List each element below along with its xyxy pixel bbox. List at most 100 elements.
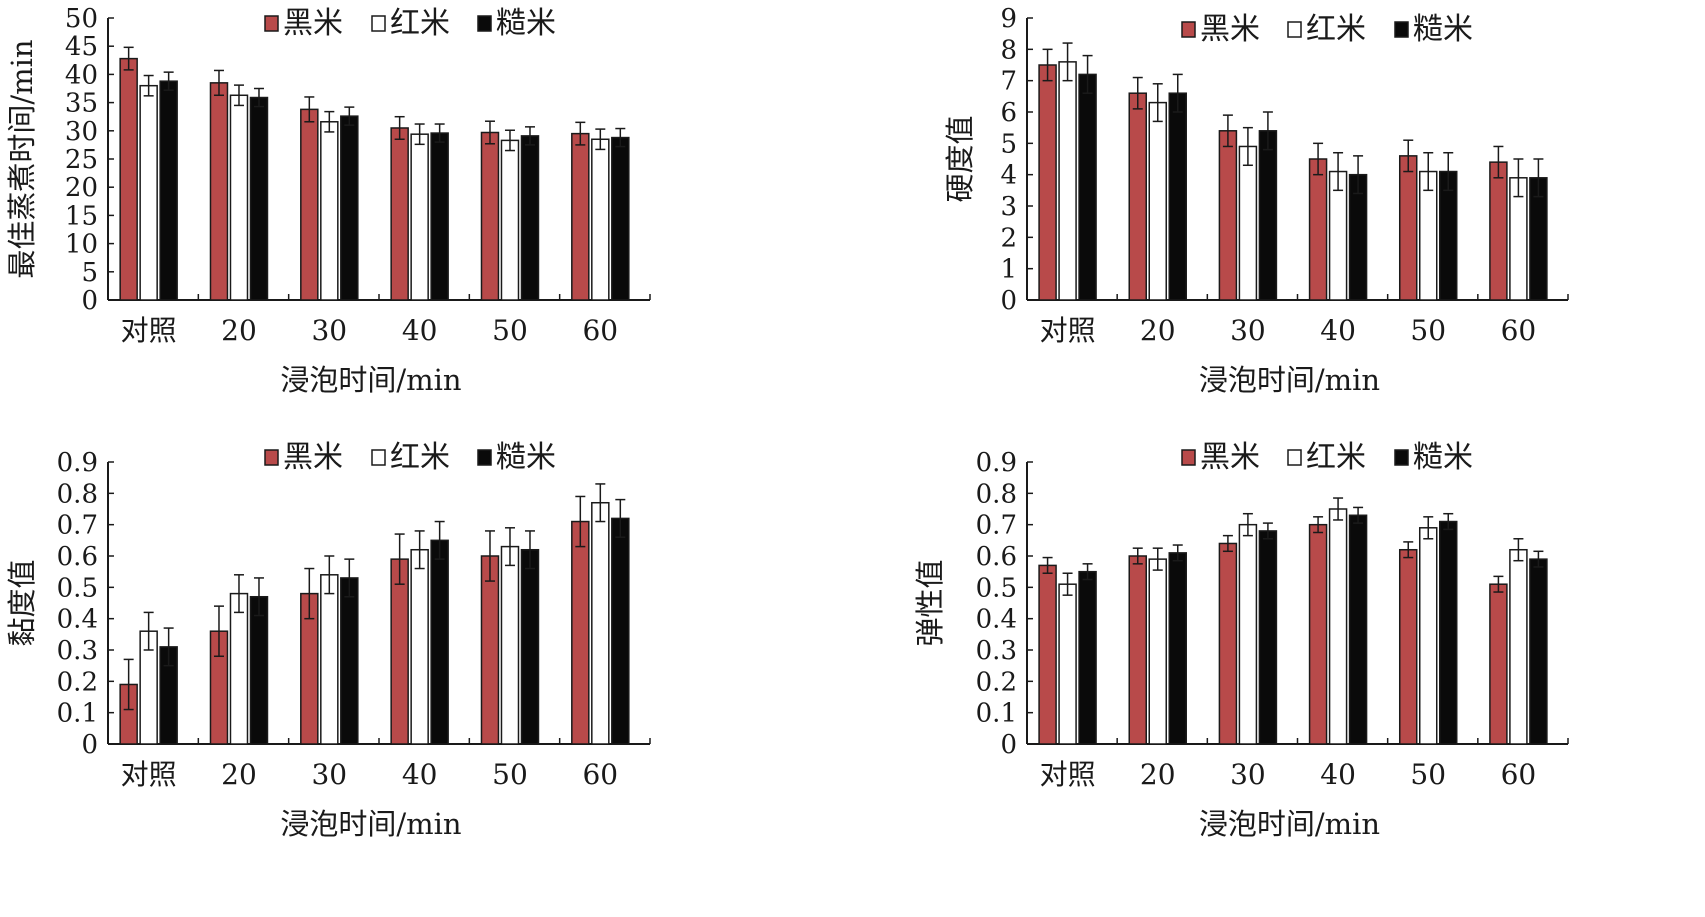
y-tick-label: 0.9 (976, 448, 1017, 478)
legend-label-糙米: 糙米 (1413, 440, 1473, 475)
x-axis-label: 浸泡时间/min (280, 807, 461, 841)
y-tick-label: 0.3 (976, 636, 1017, 666)
x-category-label: 对照 (121, 314, 177, 347)
bar-黑米 (390, 127, 409, 301)
bar-红米 (1058, 583, 1077, 745)
bar-红米 (1238, 523, 1258, 745)
bar-红米 (1509, 548, 1528, 745)
bar-糙米 (1348, 514, 1368, 745)
bar-红米 (229, 94, 249, 301)
y-tick-label: 0.8 (57, 479, 98, 509)
bar-黑米 (1128, 555, 1147, 745)
bar-糙米 (1258, 530, 1278, 745)
legend-label-红米: 红米 (1306, 440, 1366, 475)
bar-黑米 (1398, 155, 1418, 301)
bar-黑米 (1489, 583, 1508, 745)
y-axis-label: 最佳蒸煮时间/min (5, 39, 39, 278)
bar-糙米 (430, 539, 449, 745)
x-category-label: 60 (582, 758, 618, 791)
x-category-label: 40 (1320, 314, 1356, 347)
legend-label-糙米: 糙米 (496, 440, 556, 475)
y-tick-label: 0.7 (57, 511, 98, 541)
legend-swatch-红米 (371, 449, 386, 466)
bar-黑米 (1128, 92, 1147, 301)
bar-红米 (500, 139, 520, 301)
x-axis-label: 浸泡时间/min (280, 363, 461, 397)
y-tick-label: 0.1 (57, 699, 98, 729)
legend-label-黑米: 黑米 (1200, 12, 1260, 47)
bar-黑米 (1489, 161, 1508, 301)
y-tick-label: 2 (1000, 223, 1017, 253)
y-tick-label: 10 (65, 230, 98, 260)
x-category-label: 对照 (121, 758, 177, 791)
y-tick-label: 0.7 (976, 511, 1017, 541)
bar-糙米 (1168, 92, 1187, 301)
legend-label-红米: 红米 (390, 440, 450, 475)
y-tick-label: 0.2 (57, 667, 98, 697)
y-tick-label: 7 (1000, 67, 1017, 97)
y-axis-label: 硬度值 (943, 115, 977, 202)
y-tick-label: 0.4 (57, 605, 98, 635)
x-category-label: 20 (1140, 314, 1176, 347)
x-category-label: 20 (221, 758, 257, 791)
bar-红米 (1058, 61, 1077, 301)
legend-label-黑米: 黑米 (1200, 440, 1260, 475)
bar-红米 (139, 84, 158, 301)
bar-黑米 (1398, 548, 1418, 745)
chart-panel-3: 00.10.20.30.40.50.60.70.80.9 对照 20 30 40 50 60… (5, 440, 651, 841)
y-tick-label: 0.9 (57, 448, 98, 478)
bar-红米 (591, 138, 610, 301)
x-category-label: 60 (1501, 758, 1537, 791)
bar-黑米 (1218, 130, 1238, 301)
y-tick-label: 1 (1000, 255, 1017, 285)
y-tick-label: 5 (81, 258, 98, 288)
bar-红米 (320, 121, 339, 301)
bar-红米 (1148, 101, 1167, 301)
bar-红米 (410, 548, 429, 745)
x-category-label: 40 (402, 314, 438, 347)
legend-swatch-红米 (371, 15, 386, 32)
legend-swatch-红米 (1287, 21, 1302, 38)
bar-黑米 (1308, 523, 1328, 745)
bar-糙米 (1078, 73, 1097, 301)
x-category-label: 对照 (1040, 314, 1096, 347)
legend-label-糙米: 糙米 (496, 6, 556, 41)
y-tick-label: 0.8 (976, 479, 1017, 509)
bar-糙米 (159, 80, 178, 301)
legend-swatch-红米 (1287, 449, 1302, 466)
y-tick-label: 15 (65, 201, 98, 231)
legend-label-红米: 红米 (1306, 12, 1366, 47)
x-category-label: 20 (1140, 758, 1176, 791)
bar-红米 (1148, 558, 1167, 745)
legend-swatch-糙米 (477, 15, 492, 32)
y-tick-label: 5 (1000, 129, 1017, 159)
bar-红米 (1238, 145, 1258, 301)
bar-红米 (591, 501, 610, 745)
legend-swatch-糙米 (477, 449, 492, 466)
legend-swatch-黑米 (264, 449, 279, 466)
bar-黑米 (1308, 158, 1328, 301)
bar-黑米 (480, 555, 500, 745)
x-category-label: 30 (311, 758, 347, 791)
chart-panel-4: 00.10.20.30.40.50.60.70.80.9 对照 20 30 40 50 60… (913, 440, 1569, 841)
y-tick-label: 0.6 (57, 542, 98, 572)
bar-红米 (1418, 527, 1438, 745)
bar-黑米 (1218, 542, 1238, 745)
y-tick-label: 0.3 (57, 636, 98, 666)
x-axis-label: 浸泡时间/min (1199, 807, 1380, 841)
y-tick-label: 0.2 (976, 667, 1017, 697)
bar-黑米 (1038, 564, 1057, 745)
y-tick-label: 0.5 (976, 573, 1017, 603)
bar-糙米 (1078, 570, 1097, 745)
y-tick-label: 4 (1000, 161, 1017, 191)
bar-糙米 (340, 577, 359, 745)
bar-糙米 (249, 595, 269, 745)
x-category-label: 50 (492, 314, 528, 347)
bar-红米 (410, 133, 429, 301)
legend-swatch-糙米 (1394, 449, 1409, 466)
bar-糙米 (340, 115, 359, 301)
y-tick-label: 35 (65, 89, 98, 119)
bar-黑米 (571, 132, 590, 301)
